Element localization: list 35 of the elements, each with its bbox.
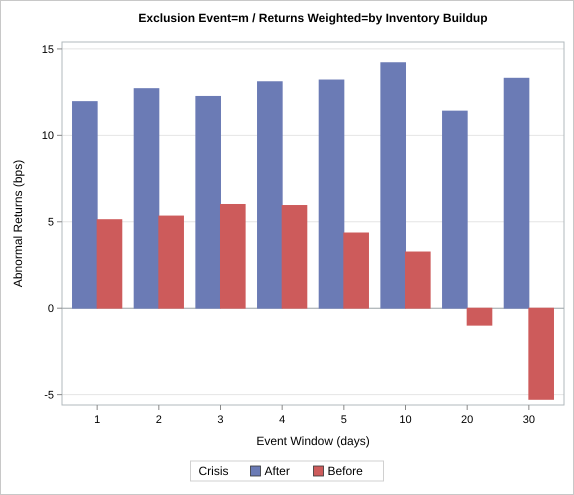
y-tick-label: 5 (48, 216, 54, 229)
x-tick-label: 3 (217, 414, 224, 426)
x-tick-label: 4 (279, 414, 286, 426)
x-tick-label: 20 (461, 414, 474, 426)
bar (318, 80, 344, 309)
x-tick-label: 2 (156, 414, 162, 426)
bar (528, 308, 554, 400)
bar (504, 78, 530, 309)
bar (282, 205, 308, 309)
legend-label: After (264, 464, 290, 478)
y-tick-label: 15 (42, 44, 54, 56)
bar (195, 96, 221, 309)
bar (343, 232, 369, 309)
y-tick-label: -5 (44, 389, 54, 402)
bar (257, 81, 283, 309)
x-tick-label: 30 (522, 414, 535, 426)
x-axis-title: Event Window (days) (256, 434, 370, 448)
x-tick-label: 5 (340, 414, 347, 426)
x-tick-label: 1 (94, 414, 100, 426)
bar (220, 204, 246, 309)
y-tick-label: 0 (48, 303, 54, 316)
legend-title: Crisis (198, 464, 228, 478)
bar (405, 252, 431, 309)
bar (134, 88, 160, 309)
bar (466, 308, 492, 326)
bar (72, 101, 98, 309)
bar (380, 62, 406, 309)
bar (158, 216, 184, 309)
chart-title: Exclusion Event=m / Returns Weighted=by Inventory Buildup (138, 11, 488, 25)
legend-label: Before (328, 464, 364, 478)
y-axis-title: Abnormal Returns (bps) (11, 160, 25, 288)
bar (442, 110, 468, 309)
y-tick-label: 10 (42, 130, 54, 142)
x-tick-label: 10 (399, 414, 412, 426)
bar (96, 219, 122, 309)
